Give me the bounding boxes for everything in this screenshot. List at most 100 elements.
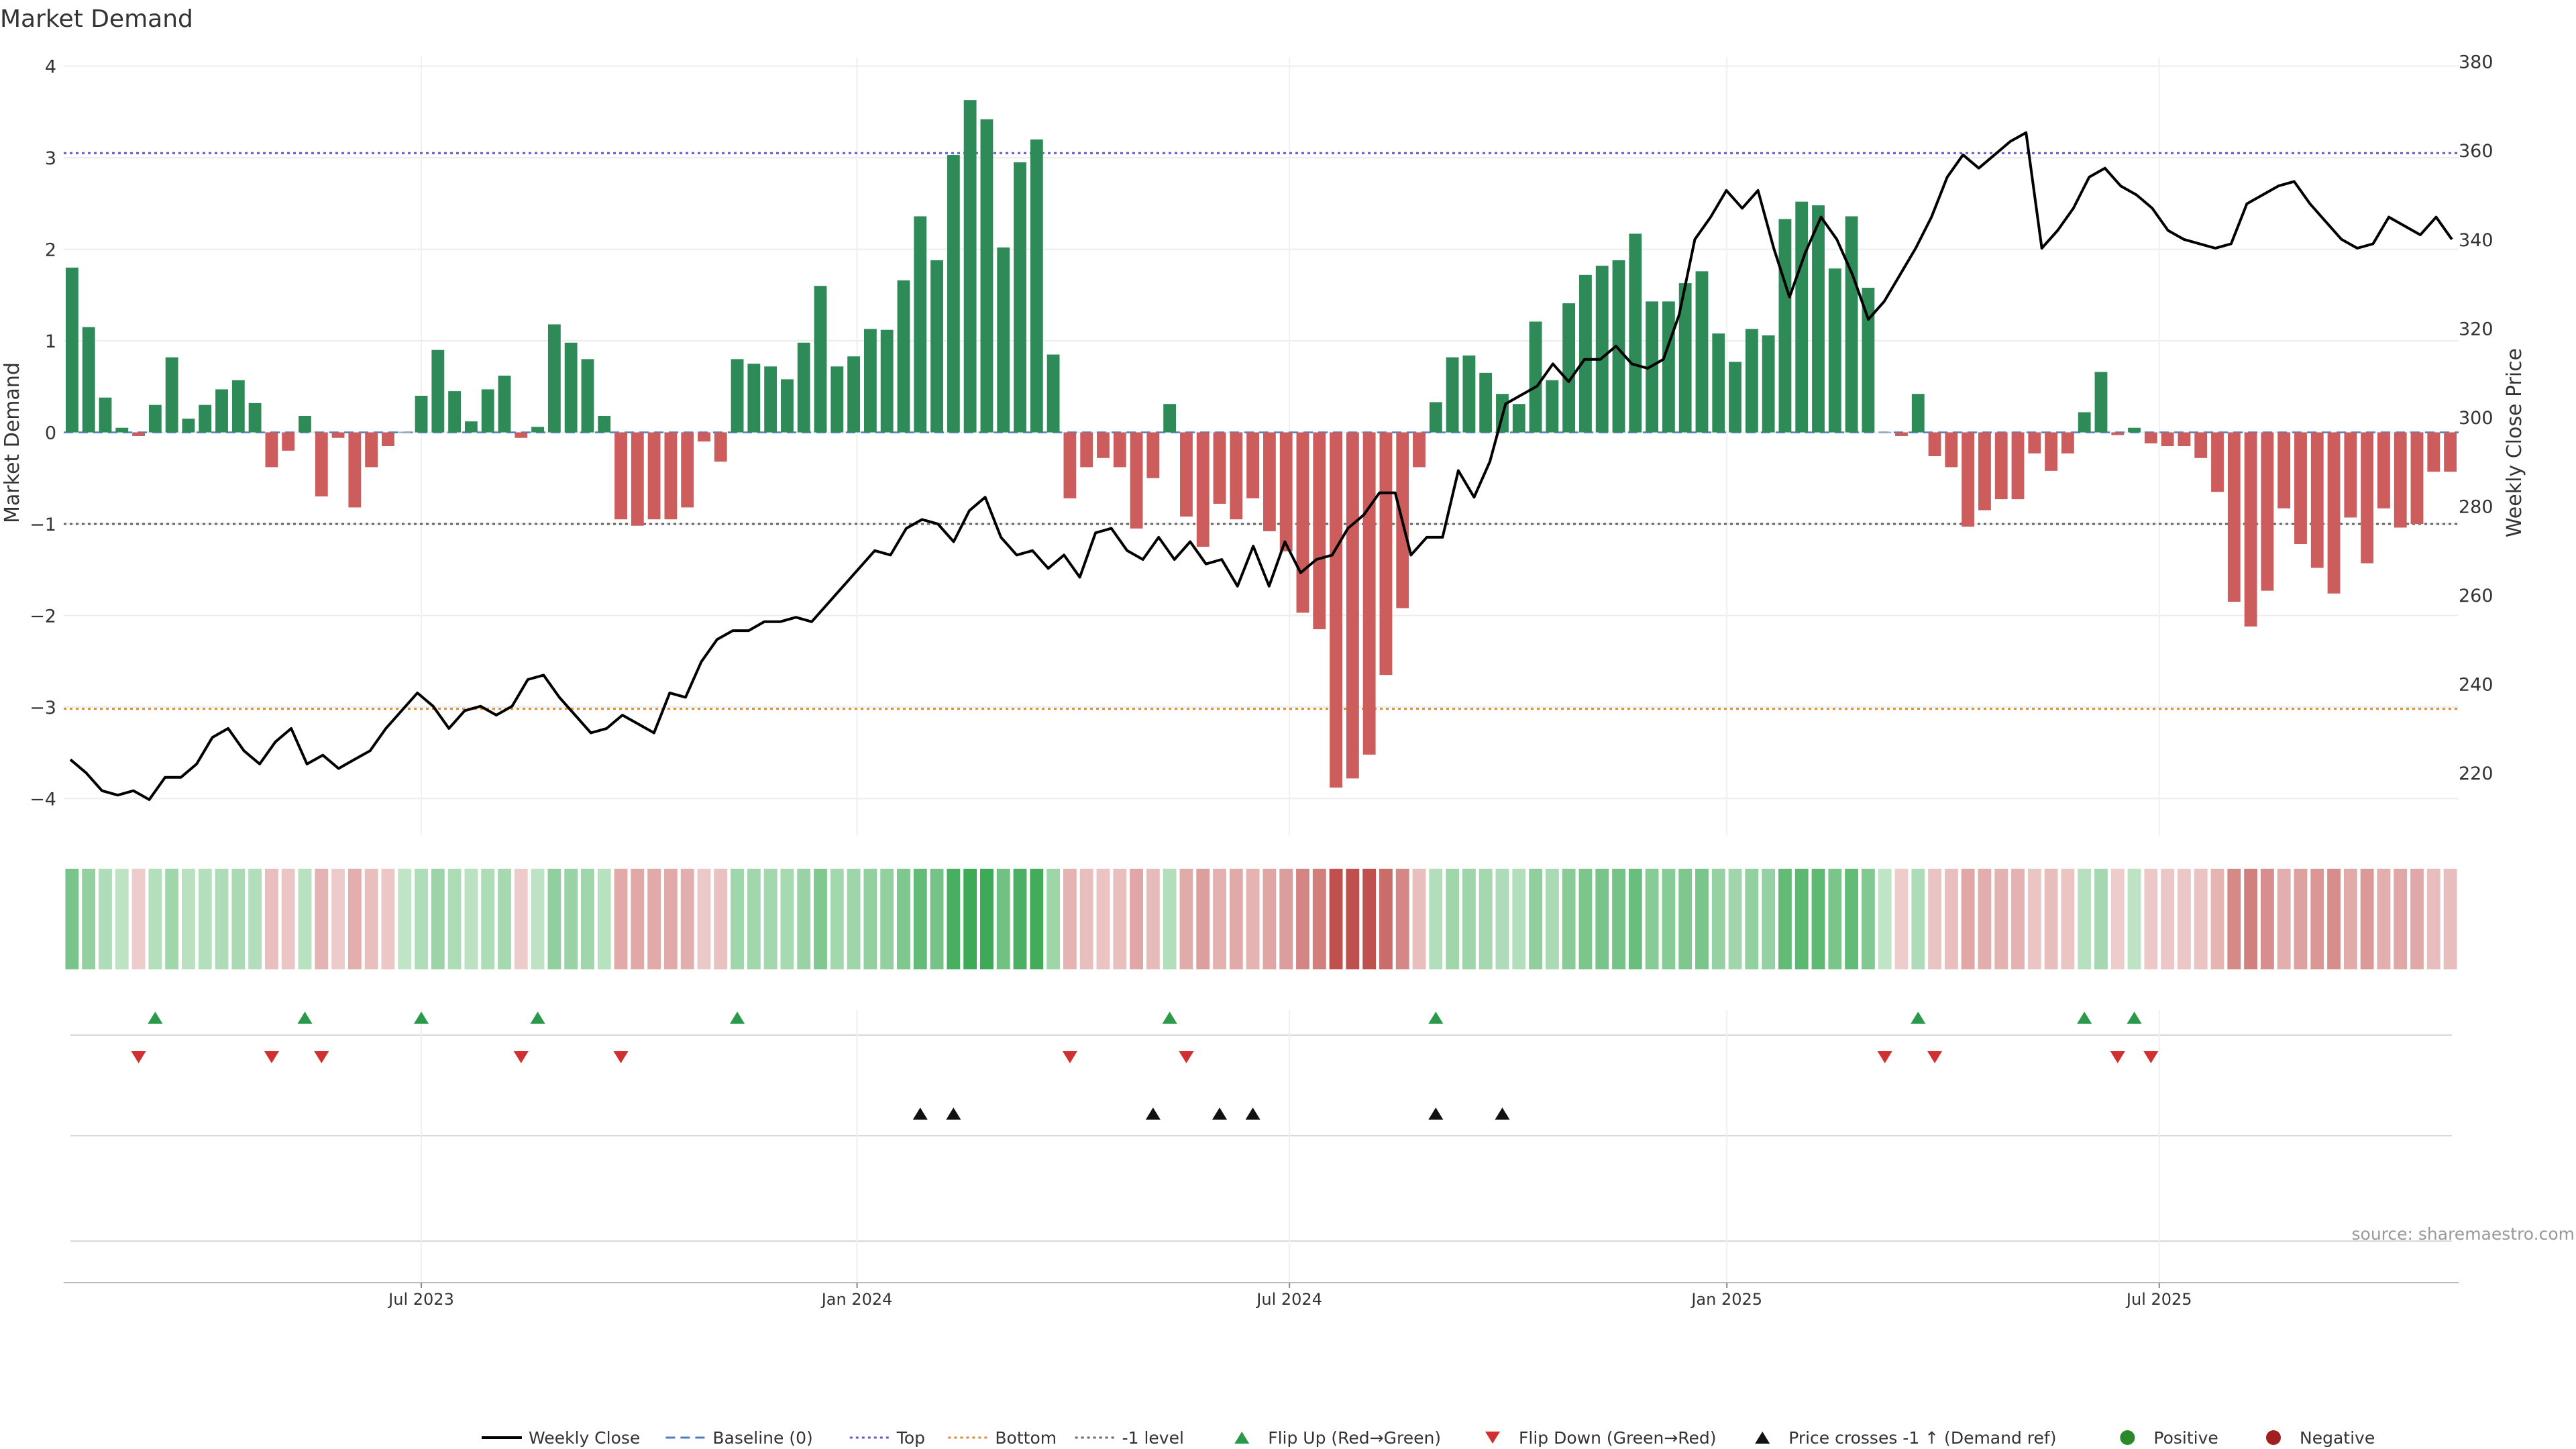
demand-bar [182, 419, 195, 433]
y-left-tick: −3 [30, 698, 56, 718]
demand-bar [764, 366, 777, 433]
heat-cell [913, 869, 927, 969]
demand-bar [1479, 372, 1493, 433]
heat-cell [2078, 869, 2092, 969]
y-axis-right-label: Weekly Close Price [2503, 348, 2526, 537]
demand-bar [2244, 432, 2257, 627]
demand-bar [614, 432, 627, 520]
heat-cell [1562, 869, 1576, 969]
heat-cell [498, 869, 511, 969]
demand-bar [199, 405, 212, 433]
demand-bar [1845, 216, 1858, 433]
legend-label: Price crosses -1 ↑ (Demand ref) [1788, 1428, 2056, 1448]
heat-cell [381, 869, 395, 969]
y-left-tick: −4 [30, 789, 56, 810]
heat-cell [1512, 869, 1526, 969]
flip-down-marker [513, 1051, 529, 1063]
price-cross-marker [912, 1108, 928, 1120]
demand-bar [431, 350, 445, 433]
demand-bar [65, 267, 78, 433]
flip-up-marker [730, 1012, 745, 1024]
demand-bar [2194, 432, 2208, 458]
heat-cell [631, 869, 645, 969]
heat-cell [1911, 869, 1925, 969]
flip-up-marker [2077, 1012, 2092, 1024]
legend-label: Positive [2153, 1428, 2218, 1448]
heat-cell [880, 869, 894, 969]
demand-bar [398, 431, 411, 433]
demand-bar [282, 432, 295, 451]
heat-cell [1462, 869, 1476, 969]
demand-bar [1346, 432, 1359, 779]
demand-bar [880, 329, 894, 433]
demand-bar [1429, 402, 1442, 433]
heat-cell [1279, 869, 1293, 969]
flip-up-marker [530, 1012, 545, 1024]
heat-cell [115, 869, 129, 969]
demand-bar [1080, 432, 1093, 468]
y-left-tick: −1 [30, 515, 56, 535]
demand-bar [99, 397, 112, 433]
demand-bar [1878, 431, 1892, 433]
heat-cell [447, 869, 462, 969]
legend-label: -1 level [1122, 1428, 1184, 1448]
heat-cell [1213, 869, 1226, 969]
y-axis-right-ticks: 380 360 340 320 300 280 260 240 220 [2459, 52, 2493, 785]
demand-bar [1712, 333, 1725, 433]
price-cross-marker [1245, 1108, 1260, 1120]
demand-bar [265, 432, 278, 468]
demand-bar [863, 329, 877, 433]
flip-down-marker [314, 1051, 329, 1063]
heat-cell [1828, 869, 1842, 969]
y-axis-left-label: Market Demand [1, 362, 24, 523]
heat-cell [2161, 869, 2175, 969]
demand-bar [664, 432, 678, 520]
demand-bar [464, 421, 478, 433]
legend-label: Weekly Close [529, 1428, 640, 1448]
weekly-close-line [69, 131, 2453, 801]
heat-cell [1578, 869, 1593, 969]
x-tick-label: Jan 2025 [1690, 1290, 1762, 1309]
heat-cell [847, 869, 861, 969]
demand-bar [382, 432, 394, 446]
flip-down-marker [1179, 1051, 1194, 1063]
y-axis-left-ticks: 4 3 2 1 0 −1 −2 −3 −4 [30, 57, 56, 810]
reference-lines [64, 152, 2459, 710]
legend-swatch [1755, 1432, 1770, 1444]
heat-cell [747, 869, 761, 969]
gridlines [64, 57, 2459, 835]
heat-cell [347, 869, 362, 969]
heat-cell [1130, 869, 1143, 969]
demand-bar [1446, 357, 1459, 433]
legend-swatch [2266, 1430, 2281, 1445]
flip-down-marker [131, 1051, 146, 1063]
demand-bar [1512, 404, 1525, 433]
heat-cell [131, 869, 146, 969]
demand-bar [1146, 432, 1160, 478]
heat-cell [863, 869, 877, 969]
demand-bar [315, 432, 328, 497]
x-tick-label: Jul 2024 [1255, 1290, 1322, 1309]
demand-bar [248, 402, 262, 433]
demand-bar [914, 216, 927, 433]
y-left-tick: 1 [45, 331, 56, 352]
heat-cell [2061, 869, 2075, 969]
heat-cell [1944, 869, 1958, 969]
demand-bar [481, 389, 494, 433]
heat-cell [1046, 869, 1061, 969]
demand-bar [1030, 139, 1043, 433]
demand-bar [564, 342, 578, 433]
heat-cell [315, 869, 329, 969]
y-right-tick: 220 [2459, 763, 2493, 784]
demand-bar [515, 432, 528, 438]
y-left-tick: 0 [45, 423, 56, 444]
demand-bar [2410, 432, 2424, 524]
demand-bar [2028, 432, 2041, 453]
heat-cell [1312, 869, 1326, 969]
y-right-tick: 340 [2459, 230, 2493, 251]
heat-cell [564, 869, 578, 969]
heat-cell [1412, 869, 1426, 969]
heat-cell [82, 869, 96, 969]
heat-cell [331, 869, 345, 969]
heat-cell [398, 869, 412, 969]
